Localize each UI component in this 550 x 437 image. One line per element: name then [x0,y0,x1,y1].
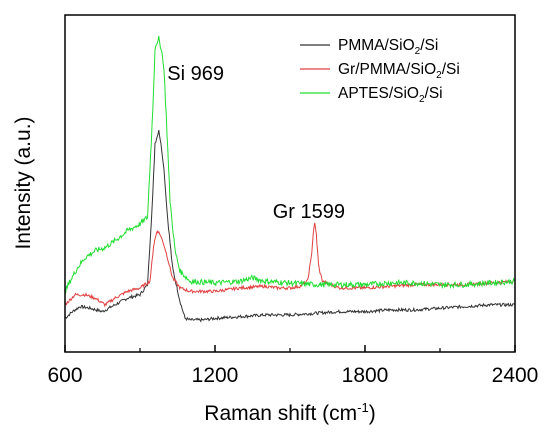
peak-annotation-1: Gr 1599 [273,201,345,223]
legend-label-2: APTES/SiO2/Si [338,85,443,105]
x-axis-title: Raman shift (cm-1) [204,400,375,425]
x-tick-label-600: 600 [47,364,82,387]
peak-annotation-0: Si 969 [167,63,224,85]
x-axis-title-main: Raman shift (cm [204,402,357,425]
legend-label-0: PMMA/SiO2/Si [338,37,438,57]
x-tick-label-1200: 1200 [192,364,239,387]
series-line-2 [65,35,515,294]
y-axis-title: Intensity (a.u.) [12,116,35,249]
x-tick-label-1800: 1800 [342,364,389,387]
legend-label-1: Gr/PMMA/SiO2/Si [338,61,460,81]
x-tick-label-2400: 2400 [492,364,539,387]
series-line-0 [65,129,515,323]
x-axis-title-sup: -1 [357,400,369,415]
series-line-1 [65,222,515,308]
x-axis-title-close: ) [369,402,376,425]
